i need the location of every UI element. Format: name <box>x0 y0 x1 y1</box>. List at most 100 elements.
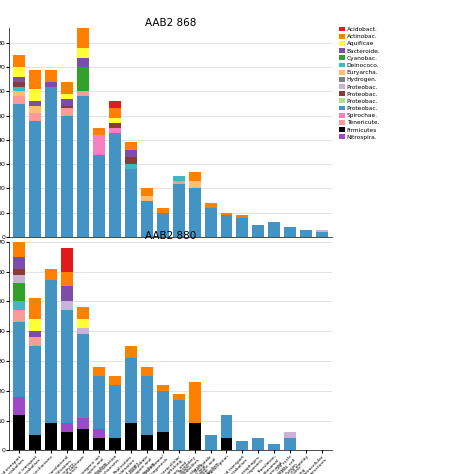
Bar <box>173 176 184 181</box>
Bar <box>13 104 25 237</box>
Bar <box>301 230 312 237</box>
Bar <box>93 155 105 237</box>
Bar <box>141 189 153 196</box>
Bar <box>93 438 105 450</box>
Bar <box>173 394 184 400</box>
Bar <box>173 181 184 183</box>
Bar <box>29 346 41 436</box>
Bar <box>284 432 296 438</box>
Bar <box>45 423 57 450</box>
Bar <box>13 274 25 283</box>
Bar <box>13 415 25 450</box>
Bar <box>109 133 121 237</box>
Bar <box>77 328 89 334</box>
Bar <box>29 120 41 237</box>
Bar <box>29 298 41 319</box>
Bar <box>13 322 25 397</box>
Bar <box>93 367 105 376</box>
Bar <box>77 334 89 418</box>
Bar <box>109 438 121 450</box>
Bar <box>141 196 153 201</box>
Bar <box>45 281 57 423</box>
Bar <box>61 423 73 432</box>
Bar <box>109 123 121 128</box>
Bar <box>109 385 121 438</box>
Bar <box>13 269 25 274</box>
Bar <box>29 70 41 89</box>
Bar <box>157 391 169 432</box>
Bar <box>77 418 89 429</box>
Bar <box>61 286 73 301</box>
Bar <box>61 272 73 286</box>
Bar <box>93 376 105 429</box>
Bar <box>268 222 280 237</box>
Bar <box>173 400 184 450</box>
Bar <box>237 218 248 237</box>
Bar <box>61 106 73 109</box>
Bar <box>13 301 25 310</box>
Bar <box>77 57 89 67</box>
Bar <box>205 208 217 237</box>
Legend: Acidobact., Actinobac., Aquificae, Bacteroide., Cyanobac., Deinococo., Euryarcha: Acidobact., Actinobac., Aquificae, Bacte… <box>339 27 381 140</box>
Bar <box>61 116 73 237</box>
Bar <box>157 432 169 450</box>
Bar <box>61 82 73 94</box>
Bar <box>29 101 41 106</box>
Bar <box>109 101 121 109</box>
Bar <box>141 376 153 436</box>
Bar <box>109 128 121 133</box>
Bar <box>109 109 121 118</box>
Bar <box>109 118 121 123</box>
Bar <box>13 256 25 269</box>
Bar <box>45 70 57 82</box>
Bar <box>77 48 89 57</box>
Bar <box>125 142 137 150</box>
Bar <box>13 87 25 91</box>
Bar <box>77 91 89 96</box>
Bar <box>220 415 232 438</box>
Bar <box>109 376 121 385</box>
Bar <box>205 436 217 450</box>
Bar <box>189 181 201 189</box>
Bar <box>77 429 89 450</box>
Bar <box>61 99 73 106</box>
Bar <box>237 215 248 218</box>
Bar <box>173 183 184 237</box>
Bar <box>13 55 25 67</box>
Bar <box>316 232 328 237</box>
Bar <box>29 337 41 346</box>
Bar <box>316 230 328 232</box>
Bar <box>13 310 25 322</box>
Bar <box>13 77 25 82</box>
Bar <box>29 319 41 331</box>
Bar <box>13 96 25 104</box>
Bar <box>141 201 153 237</box>
Bar <box>268 444 280 450</box>
Bar <box>220 213 232 215</box>
Bar <box>61 248 73 272</box>
Bar <box>77 67 89 91</box>
Title: AAB2 868: AAB2 868 <box>145 18 196 27</box>
Bar <box>141 436 153 450</box>
Bar <box>141 367 153 376</box>
Bar <box>77 319 89 328</box>
Bar <box>45 87 57 237</box>
Bar <box>205 203 217 208</box>
Bar <box>77 307 89 319</box>
Bar <box>284 228 296 237</box>
Bar <box>125 358 137 423</box>
Bar <box>93 135 105 155</box>
Bar <box>220 215 232 237</box>
Bar <box>45 269 57 281</box>
Bar <box>61 109 73 116</box>
Bar <box>13 67 25 77</box>
Bar <box>13 397 25 415</box>
Bar <box>13 91 25 96</box>
Bar <box>29 106 41 113</box>
Bar <box>125 423 137 450</box>
Bar <box>29 113 41 120</box>
Bar <box>77 28 89 48</box>
Bar <box>125 169 137 237</box>
Bar <box>13 82 25 87</box>
Bar <box>189 172 201 181</box>
